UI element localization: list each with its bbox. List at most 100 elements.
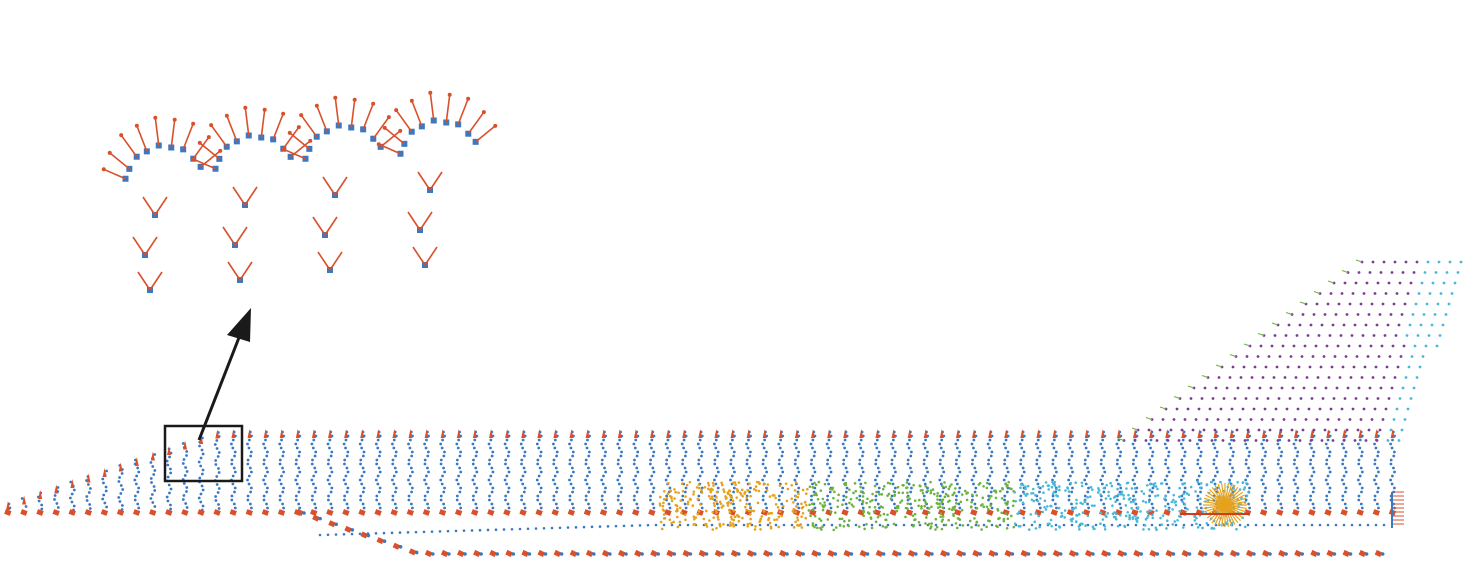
surface-point [456,446,460,450]
surface-point [475,486,479,490]
row-point [1134,523,1138,527]
cluster-point [722,490,726,494]
surface-point [455,442,459,446]
surface-point [974,486,978,490]
cluster-point [677,491,680,495]
fin-point [1203,386,1207,390]
surface-point [362,506,366,510]
surface-point [250,470,253,474]
surface-point [1165,482,1169,486]
surface-point [328,482,331,486]
surface-point [797,506,801,510]
fin-point [1459,260,1463,264]
surface-point [487,442,491,446]
surface-point [634,474,638,478]
surface-point [521,474,525,478]
surface-point [439,498,443,502]
surface-point [117,480,121,483]
normal-arrow-head [714,429,719,438]
surface-point [281,466,284,470]
surface-point [425,438,428,442]
fin-point [1259,344,1263,348]
row-point [830,523,834,527]
fin-point [1298,439,1302,442]
fin-point [1378,428,1382,432]
inset-normal-arrow [109,152,130,170]
surface-point [552,498,556,502]
cluster-point [1112,515,1116,519]
cluster-point [878,514,882,517]
fin-point [1453,281,1457,285]
surface-point [537,474,541,478]
fin-point [1260,418,1264,421]
trough-normal-arrow [296,508,304,516]
base-normal-arrow [197,509,205,516]
cluster-point [744,505,747,509]
row-point [446,529,450,533]
cluster-point [771,494,775,497]
surface-point [651,502,655,506]
surface-point [600,458,604,462]
normal-arrow-head [988,429,993,438]
surface-point [715,502,719,506]
surface-point [489,446,492,450]
surface-point [442,454,446,458]
surface-point [1167,450,1171,454]
cluster-point [981,496,985,500]
surface-point [555,450,559,454]
trough-normal-arrow [312,514,320,522]
surface-point [602,474,605,478]
cluster-point [1156,494,1160,497]
surface-point [233,454,236,458]
surface-point [231,438,235,442]
trough-normal-arrow [1068,549,1077,557]
surface-point [956,482,959,486]
surface-point [906,442,910,446]
surface-point [1102,454,1106,458]
base-normal-arrow [487,509,495,516]
surface-point [973,466,977,470]
fin-point [1329,407,1333,411]
trough-point [1058,552,1063,556]
surface-point [1276,462,1280,466]
row-point [502,528,506,531]
surface-point [797,450,801,454]
cluster-point [1079,501,1083,505]
inset-normal-arrow [380,130,401,148]
cluster-point [666,492,670,496]
surface-point [1360,470,1364,474]
surface-point [1328,450,1332,454]
surface-point [200,484,204,488]
surface-point [1055,470,1058,474]
fin-point [1353,323,1357,327]
surface-point [1344,490,1347,494]
fin-point [1397,323,1401,327]
surface-point [633,494,636,498]
surface-point [650,438,654,442]
surface-point [874,494,878,498]
surface-point [875,474,879,478]
fin-point [1338,376,1342,379]
row-point [382,531,386,535]
cluster-point [1245,482,1248,485]
fin-point [1357,386,1361,390]
surface-point [958,450,962,454]
cluster-point [886,513,889,517]
cluster-point [868,505,871,509]
surface-point [439,462,443,466]
cluster-point [994,489,998,493]
surface-point [521,446,525,450]
surface-point [1070,502,1073,506]
surface-point [842,494,846,498]
trough-normal-arrow [537,549,546,557]
cluster-point [685,483,689,487]
surface-point [555,470,559,474]
cluster-point [944,492,948,496]
surface-point [69,480,73,484]
surface-point [344,474,348,478]
cluster-point [930,522,933,525]
cluster-point [896,485,900,489]
fin-point [1362,407,1366,411]
surface-point [20,497,24,500]
cluster-point [828,487,832,491]
